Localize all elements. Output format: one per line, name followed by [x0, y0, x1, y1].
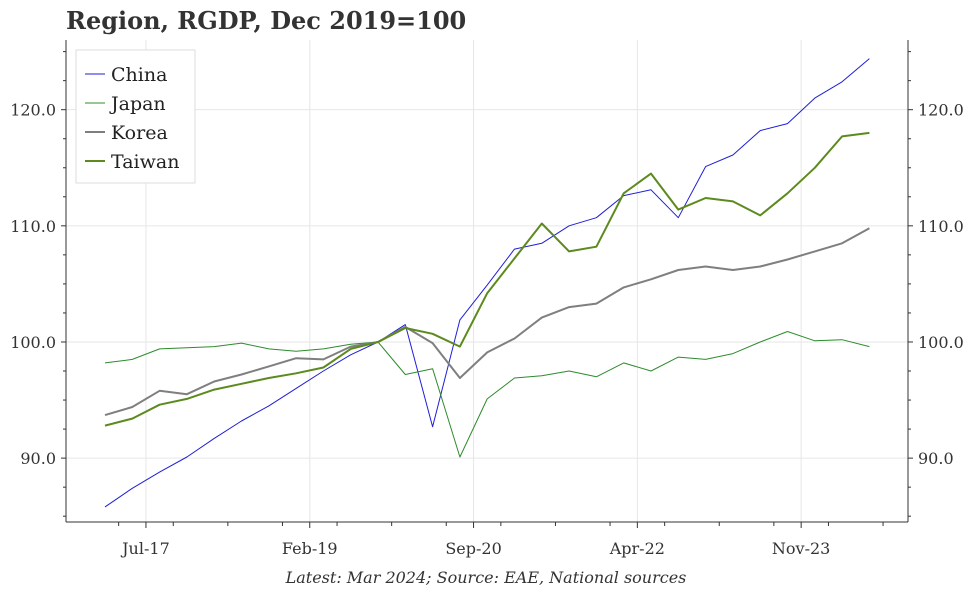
axes: 90.0 90.0 100.0 100.0 110.0 110.0 120.0 120.0 Ju…	[10, 40, 964, 558]
x-tick-label: Sep-20	[445, 539, 501, 558]
x-tick-label: Feb-19	[282, 539, 338, 558]
grid-lines	[66, 40, 908, 522]
y-tick-label-left: 90.0	[20, 449, 56, 468]
legend: China Japan Korea Taiwan	[75, 49, 196, 184]
legend-label-china: China	[111, 64, 167, 86]
y-tick-label-right: 110.0	[918, 217, 964, 236]
y-tick-label-left: 110.0	[10, 217, 56, 236]
series-line-china	[104, 58, 870, 508]
y-tick-label-right: 90.0	[918, 449, 954, 468]
x-tick-label: Jul-17	[120, 539, 170, 558]
y-tick-label-right: 120.0	[918, 101, 964, 120]
legend-label-korea: Korea	[111, 122, 168, 144]
series-line-japan	[104, 331, 870, 458]
y-tick-label-left: 100.0	[10, 333, 56, 352]
legend-label-taiwan: Taiwan	[111, 151, 179, 173]
series-line-korea	[104, 227, 870, 417]
x-tick-label: Nov-23	[772, 539, 830, 558]
y-tick-label-right: 100.0	[918, 333, 964, 352]
source-note: Latest: Mar 2024; Source: EAE, National …	[285, 568, 687, 587]
series-line-taiwan	[104, 131, 870, 427]
x-tick-label: Apr-22	[609, 539, 665, 558]
y-tick-label-left: 120.0	[10, 101, 56, 120]
legend-label-japan: Japan	[109, 93, 166, 115]
series-lines	[104, 58, 870, 508]
chart-title: Region, RGDP, Dec 2019=100	[66, 6, 467, 35]
